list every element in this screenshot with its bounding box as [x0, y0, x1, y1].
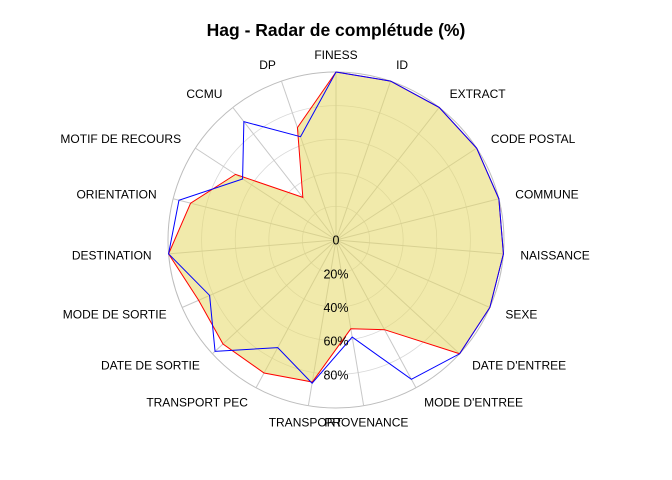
ring-label: 60%	[323, 335, 348, 349]
axis-label: TRANSPORT	[269, 416, 343, 430]
axis-label: EXTRACT	[450, 87, 507, 101]
axis-label: DESTINATION	[72, 248, 152, 262]
axis-label: MOTIF DE RECOURS	[60, 132, 181, 146]
ring-label: 0	[333, 234, 340, 248]
axis-label: CODE POSTAL	[491, 132, 576, 146]
radar-series	[168, 71, 504, 384]
axis-label: SEXE	[505, 307, 537, 321]
axis-label: PROVENANCE	[324, 416, 408, 430]
chart-title: Hag - Radar de complétude (%)	[207, 20, 466, 40]
ring-label: 40%	[323, 301, 348, 315]
axis-label: CCMU	[186, 87, 222, 101]
axis-label: MODE DE SORTIE	[63, 307, 167, 321]
axis-label: DATE DE SORTIE	[101, 358, 200, 372]
ring-label: 80%	[323, 369, 348, 383]
axis-label: DATE D'ENTREE	[472, 358, 566, 372]
axis-label: ID	[396, 58, 408, 72]
series-0-area	[168, 72, 504, 383]
axis-label: FINESS	[314, 48, 357, 62]
axis-label: ORIENTATION	[76, 188, 156, 202]
axis-labels: FINESS ID EXTRACT CODE POSTAL COMMUNE NAISSAN…	[60, 48, 589, 430]
axis-label: NAISSANCE	[520, 248, 589, 262]
ring-labels: 0 20% 40% 60% 80%	[323, 234, 348, 383]
axis-label: DP	[259, 58, 276, 72]
axis-label: COMMUNE	[515, 188, 578, 202]
axis-label: TRANSPORT PEC	[146, 396, 248, 410]
series-1-line	[168, 71, 504, 384]
axis-label: MODE D'ENTREE	[424, 396, 523, 410]
ring-label: 20%	[323, 268, 348, 282]
